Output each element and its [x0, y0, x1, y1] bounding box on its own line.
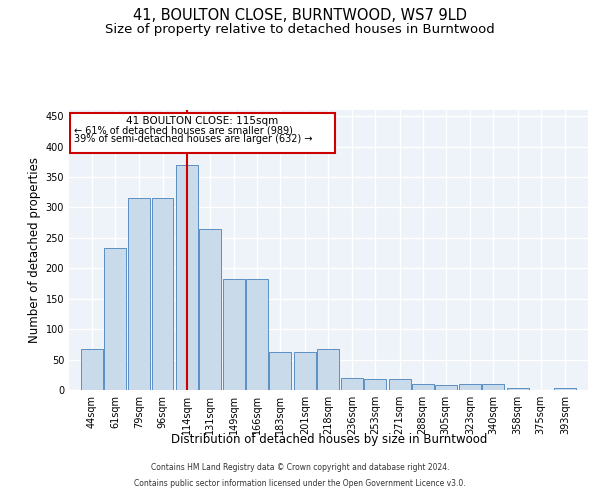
Bar	[152, 198, 173, 390]
Y-axis label: Number of detached properties: Number of detached properties	[28, 157, 41, 343]
Bar	[364, 379, 386, 390]
Bar	[247, 279, 268, 390]
FancyBboxPatch shape	[70, 113, 335, 152]
Text: 41 BOULTON CLOSE: 115sqm: 41 BOULTON CLOSE: 115sqm	[127, 116, 278, 126]
Bar	[412, 384, 434, 390]
Bar	[128, 198, 151, 390]
Bar	[341, 378, 363, 390]
Bar	[482, 384, 504, 390]
Bar	[294, 352, 316, 390]
Bar	[506, 388, 529, 390]
Bar	[435, 385, 457, 390]
Bar	[176, 165, 198, 390]
Text: 39% of semi-detached houses are larger (632) →: 39% of semi-detached houses are larger (…	[74, 134, 313, 144]
Bar	[269, 352, 292, 390]
Text: Size of property relative to detached houses in Burntwood: Size of property relative to detached ho…	[105, 22, 495, 36]
Bar	[389, 379, 410, 390]
Text: 41, BOULTON CLOSE, BURNTWOOD, WS7 9LD: 41, BOULTON CLOSE, BURNTWOOD, WS7 9LD	[133, 8, 467, 22]
Bar	[554, 388, 576, 390]
Text: Distribution of detached houses by size in Burntwood: Distribution of detached houses by size …	[170, 432, 487, 446]
Bar	[459, 384, 481, 390]
Text: ← 61% of detached houses are smaller (989): ← 61% of detached houses are smaller (98…	[74, 126, 293, 136]
Bar	[104, 248, 126, 390]
Bar	[317, 349, 339, 390]
Text: Contains public sector information licensed under the Open Government Licence v3: Contains public sector information licen…	[134, 478, 466, 488]
Bar	[223, 279, 245, 390]
Bar	[199, 228, 221, 390]
Bar	[81, 349, 103, 390]
Text: Contains HM Land Registry data © Crown copyright and database right 2024.: Contains HM Land Registry data © Crown c…	[151, 464, 449, 472]
